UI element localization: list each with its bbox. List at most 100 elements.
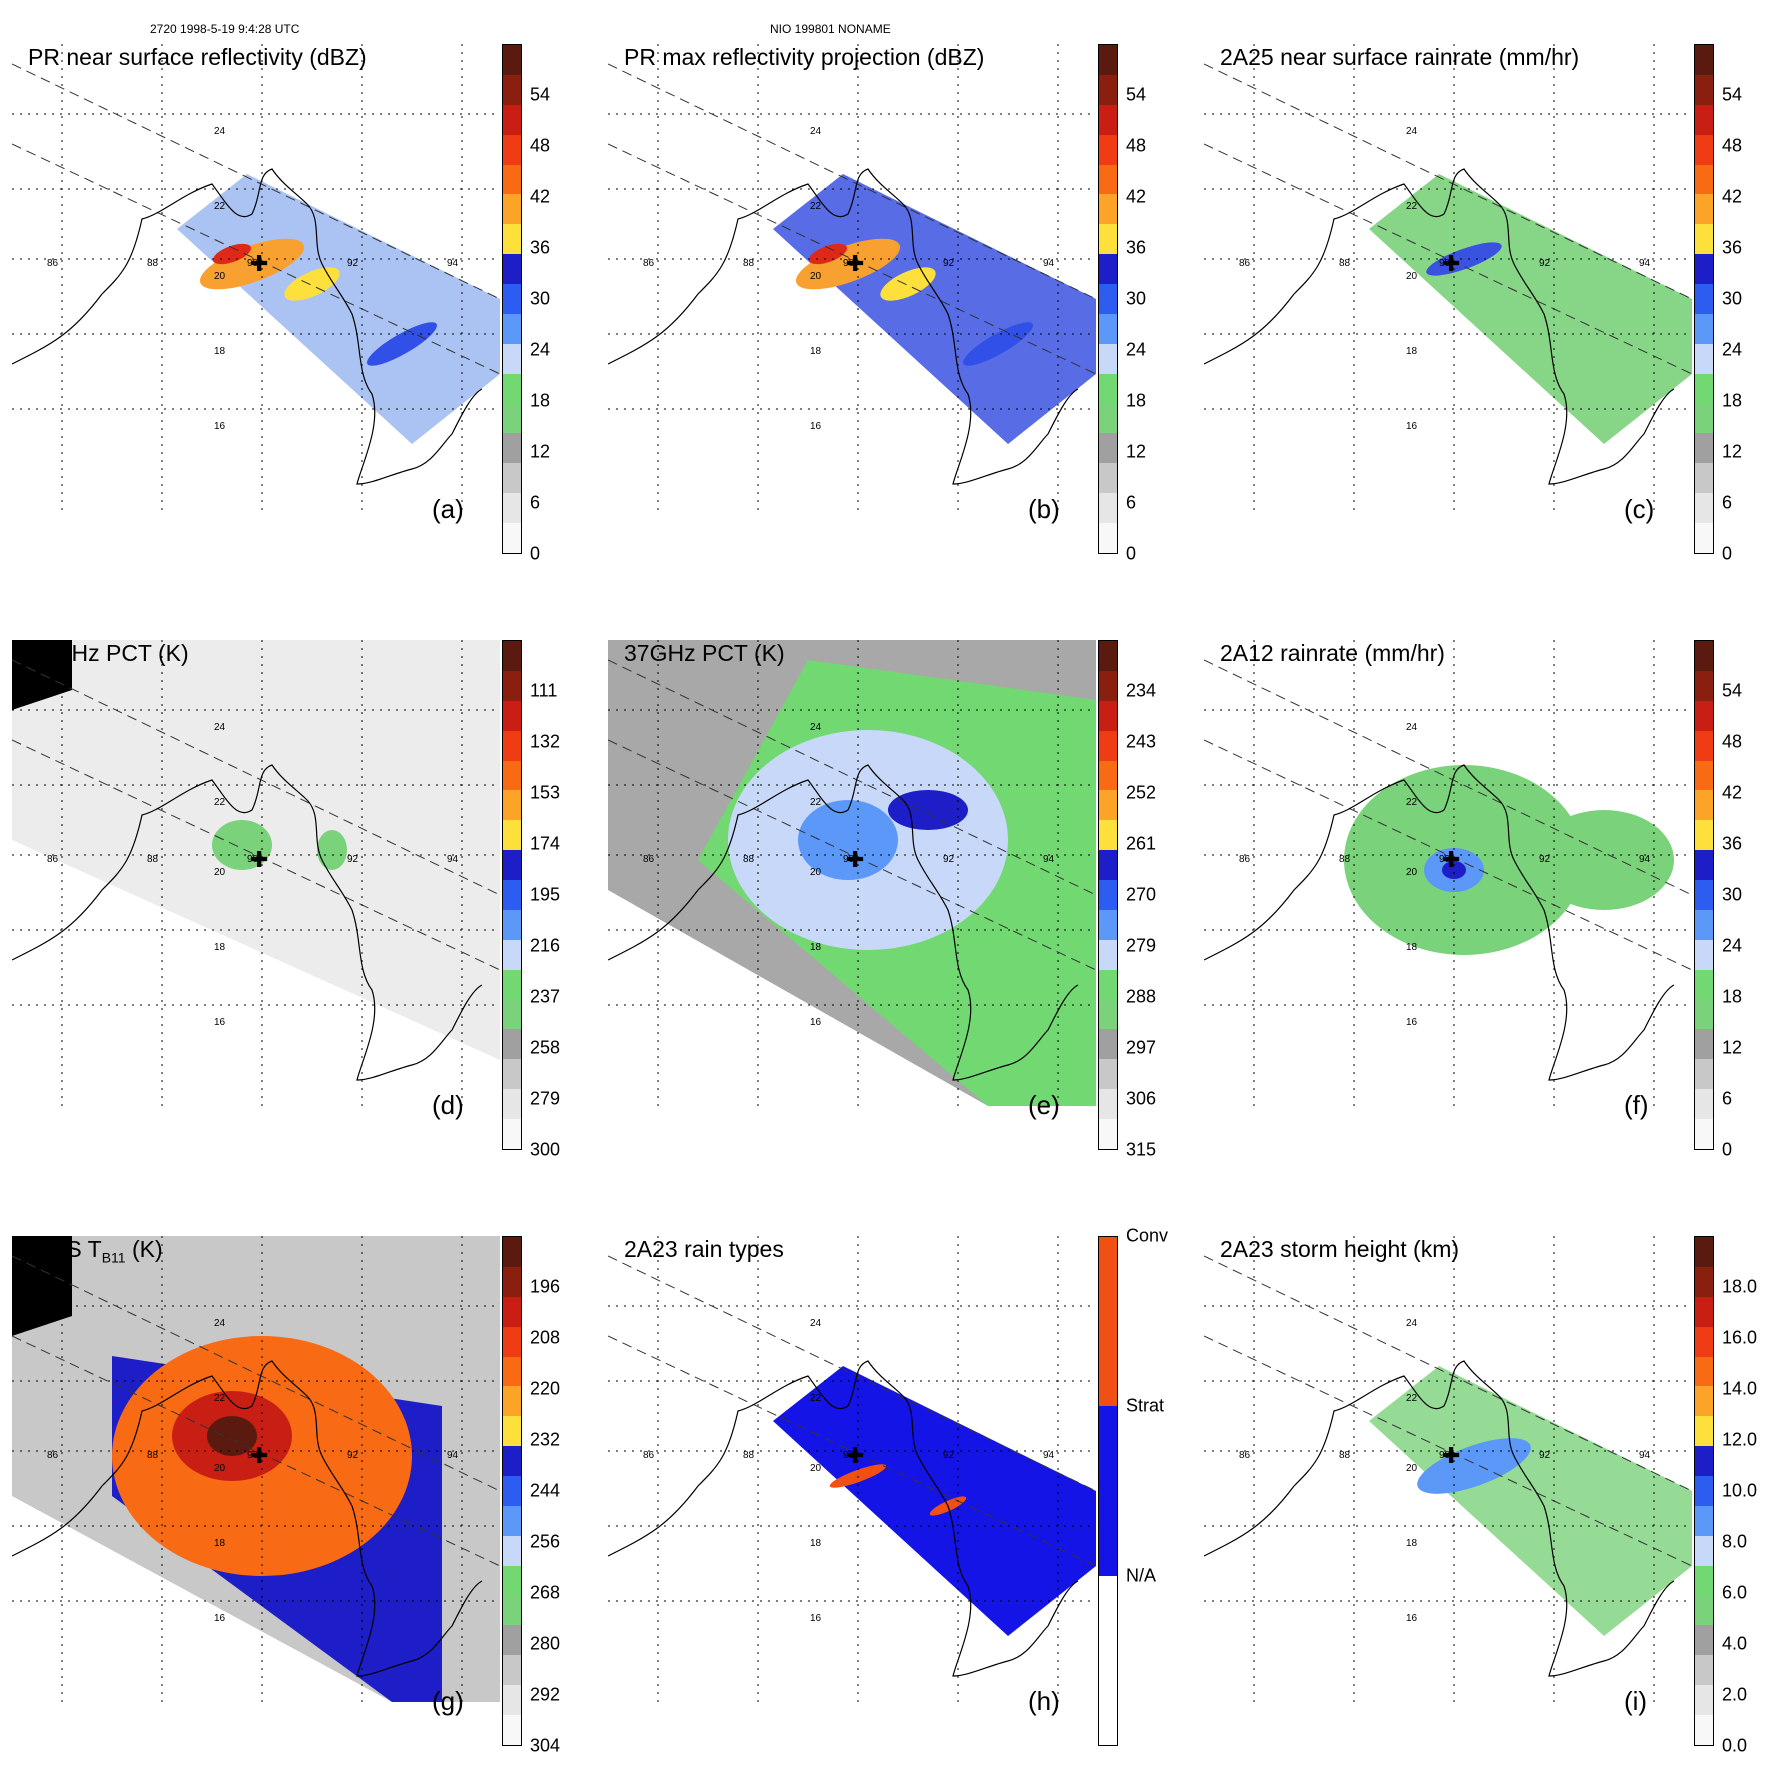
- lon-label: 94: [1043, 854, 1055, 865]
- colorbar-tick-label: 18: [1722, 390, 1743, 411]
- colorbar-segment: [1695, 45, 1713, 75]
- colorbar: [502, 44, 522, 554]
- swath-edge-line: [12, 143, 500, 375]
- lat-label: 18: [214, 346, 226, 357]
- colorbar: [502, 640, 522, 1150]
- colorbar: [1098, 640, 1118, 1150]
- lat-label: 18: [1406, 942, 1418, 953]
- colorbar-tick-label: 196: [530, 1276, 561, 1297]
- colorbar-tick-label: 42: [1722, 782, 1743, 803]
- colorbar-segment: [1099, 820, 1117, 851]
- panel-letter: (i): [1624, 1686, 1648, 1716]
- panel-a: 8688909294962422201816✚PR near surface r…: [0, 0, 550, 564]
- colorbar-tick-label: 24: [530, 339, 551, 360]
- map-area: 8688909294962422201816✚: [1204, 44, 1692, 510]
- colorbar-tick-label: 24: [1722, 339, 1743, 360]
- lon-label: 94: [447, 258, 459, 269]
- colorbar-segment: [503, 1565, 521, 1596]
- colorbar-tick-label: 288: [1126, 986, 1157, 1007]
- lat-label: 24: [214, 722, 226, 733]
- colorbar-segment: [1695, 403, 1713, 434]
- lat-label: 22: [214, 1393, 226, 1404]
- colorbar-tick-label: 237: [530, 986, 561, 1007]
- map-area: 8688909294962422201816✚: [12, 640, 500, 1106]
- colorbar-segment: [503, 939, 521, 970]
- colorbar-ticks: 54 48 42 36 30 24 18 12 6 0: [530, 44, 590, 564]
- colorbar-segment: [503, 700, 521, 731]
- lat-label: 20: [214, 1463, 226, 1474]
- colorbar-tick-label: 12: [1722, 441, 1743, 462]
- colorbar-tick-label: 4.0: [1722, 1633, 1748, 1654]
- colorbar-segment: [1099, 463, 1117, 494]
- colorbar-segment: [1695, 820, 1713, 851]
- storm-center-marker: ✚: [846, 252, 864, 277]
- swath-edge-line: [12, 1335, 500, 1567]
- colorbar-tick-label: 279: [530, 1088, 561, 1109]
- lat-label: 20: [1406, 271, 1418, 282]
- colorbar-segment: [1099, 1029, 1117, 1060]
- colorbar-segment: [503, 1059, 521, 1090]
- colorbar: [1694, 640, 1714, 1150]
- panel-title: PR max reflectivity projection (dBZ): [624, 44, 984, 71]
- colorbar-segment: [1099, 493, 1117, 523]
- lat-label: 24: [1406, 126, 1418, 137]
- colorbar-segment: [1695, 700, 1713, 731]
- colorbar-tick-label: 6: [1126, 492, 1137, 513]
- colorbar-segment: [1099, 730, 1117, 761]
- coastline: [12, 168, 483, 485]
- colorbar-tick-label: 132: [530, 731, 561, 752]
- lat-label: 16: [214, 1017, 226, 1028]
- lat-label: 22: [214, 797, 226, 808]
- storm-center-marker: ✚: [1442, 1444, 1460, 1469]
- panel-letter: (h): [1028, 1686, 1060, 1716]
- storm-center-marker: ✚: [846, 1444, 864, 1469]
- colorbar-segment: [1695, 1685, 1713, 1715]
- colorbar-segment: [503, 284, 521, 314]
- colorbar-tick-label: 111: [530, 680, 558, 701]
- colorbar: [1694, 44, 1714, 554]
- colorbar-segment: [503, 1237, 521, 1267]
- colorbar-tick-label: 12.0: [1722, 1429, 1758, 1450]
- lon-label: 94: [447, 1450, 459, 1461]
- lat-label: 20: [810, 867, 822, 878]
- rain-band-1: [199, 238, 305, 290]
- colorbar-segment: [503, 760, 521, 791]
- lon-label: 88: [147, 1450, 159, 1461]
- swath-edge-line: [1204, 739, 1692, 971]
- lon-label: 86: [643, 1450, 655, 1461]
- panel-letter: (d): [432, 1090, 464, 1120]
- colorbar-segment: [1695, 433, 1713, 464]
- colorbar-segment: [1695, 523, 1713, 553]
- colorbar-segment: [1099, 433, 1117, 464]
- storm-center-marker: ✚: [1442, 848, 1460, 873]
- swath-edge-line: [1204, 1255, 1692, 1492]
- coastline: [608, 764, 1079, 1081]
- ice-region-1: [212, 820, 272, 870]
- panel-letter: (a): [432, 494, 464, 524]
- lat-label: 20: [1406, 1463, 1418, 1474]
- swath-region: [773, 174, 1096, 444]
- colorbar-segment: [1695, 909, 1713, 940]
- lon-label: 92: [1539, 854, 1551, 865]
- lon-label: 90: [247, 258, 259, 269]
- colorbar-segment: [1099, 74, 1117, 105]
- colorbar-segment: [1099, 850, 1117, 880]
- colorbar-tick-label: 12: [530, 441, 551, 462]
- lon-label: 88: [147, 854, 159, 865]
- colorbar-segment: [503, 1326, 521, 1357]
- lat-label: 18: [214, 1538, 226, 1549]
- colorbar-segment: [1695, 194, 1713, 225]
- lat-label: 18: [1406, 1538, 1418, 1549]
- swath-edge-line: [1204, 143, 1692, 375]
- lat-label: 16: [810, 1613, 822, 1624]
- colorbar-segment: [1695, 880, 1713, 910]
- swath-edge-line: [608, 1255, 1096, 1492]
- panel-title: 37GHz PCT (K): [624, 640, 785, 667]
- colorbar-segment: [1695, 1029, 1713, 1060]
- colorbar: [1694, 1236, 1714, 1746]
- colorbar-tick-label: 24: [1126, 339, 1147, 360]
- colorbar-tick-label: 18: [1722, 986, 1743, 1007]
- map-area: 8688909294962422201816✚: [12, 44, 500, 510]
- colorbar-segment: [503, 790, 521, 821]
- colorbar-segment: [1695, 1595, 1713, 1626]
